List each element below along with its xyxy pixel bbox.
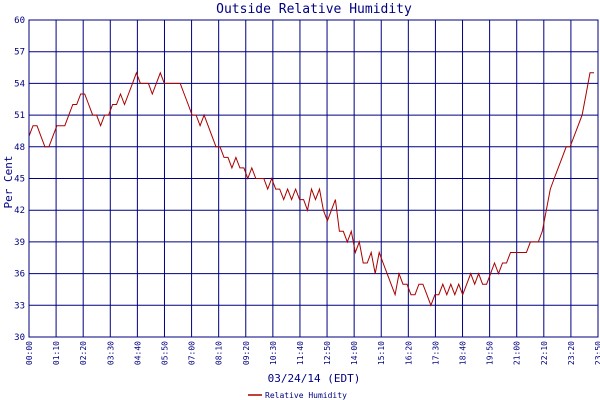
y-tick-label: 51 — [14, 111, 25, 121]
y-tick-label: 54 — [14, 79, 25, 89]
x-tick-label: 23:20 — [567, 341, 576, 365]
x-tick-label: 16:20 — [404, 341, 413, 365]
x-tick-label: 02:20 — [79, 341, 88, 365]
x-tick-label: 23:50 — [594, 341, 600, 365]
x-tick-label: 05:50 — [160, 341, 169, 365]
x-tick-label: 08:10 — [215, 341, 224, 365]
x-tick-label: 01:10 — [52, 341, 61, 365]
legend-label: Relative Humidity — [265, 391, 347, 400]
y-tick-label: 60 — [14, 16, 25, 26]
x-axis-label: 03/24/14 (EDT) — [268, 372, 361, 385]
x-tick-label: 14:00 — [350, 341, 359, 365]
x-tick-label: 15:10 — [377, 341, 386, 365]
series-line-relative-humidity — [28, 71, 594, 307]
chart-title: Outside Relative Humidity — [216, 2, 412, 17]
y-tick-label: 42 — [14, 206, 25, 216]
y-tick-label: 36 — [14, 270, 25, 280]
x-tick-label: 09:20 — [242, 341, 251, 365]
y-axis-label: Per Cent — [2, 156, 15, 209]
x-tick-label: 10:30 — [269, 341, 278, 365]
x-tick-label: 03:30 — [106, 341, 115, 365]
y-tick-label: 30 — [14, 333, 25, 343]
x-tick-label: 22:10 — [540, 341, 549, 365]
y-tick-label: 57 — [14, 48, 25, 58]
y-tick-labels: 30 33 36 39 42 45 48 51 54 57 60 — [14, 16, 25, 343]
y-tick-label: 33 — [14, 301, 25, 311]
grid-lines — [28, 19, 599, 338]
y-tick-label: 45 — [14, 175, 25, 185]
plot-border — [28, 19, 599, 338]
x-tick-label: 12:50 — [323, 341, 332, 365]
x-tick-label: 11:40 — [296, 341, 305, 365]
legend: Relative Humidity — [248, 391, 347, 400]
x-tick-label: 07:00 — [188, 341, 197, 365]
x-tick-labels: 00:00 01:10 02:20 03:30 04:40 05:50 07:00 08:10… — [25, 341, 600, 365]
x-tick-label: 00:00 — [25, 341, 34, 365]
y-tick-label: 39 — [14, 238, 25, 248]
x-tick-label: 04:40 — [133, 341, 142, 365]
x-tick-label: 18:40 — [459, 341, 468, 365]
y-tick-label: 48 — [14, 143, 25, 153]
x-tick-label: 21:00 — [513, 341, 522, 365]
x-tick-label: 19:50 — [486, 341, 495, 365]
x-tick-label: 17:30 — [431, 341, 440, 365]
